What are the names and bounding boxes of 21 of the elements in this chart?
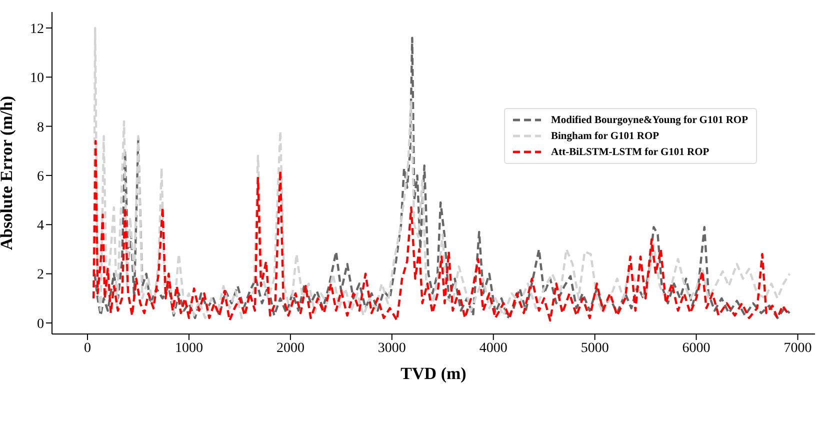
y-tick-label: 6 xyxy=(37,169,44,184)
x-tick-label: 5000 xyxy=(580,340,609,356)
x-tick-label: 6000 xyxy=(682,340,710,356)
y-tick-label: 4 xyxy=(37,218,44,234)
x-tick-label: 1000 xyxy=(174,340,203,356)
legend-label: Bingham for G101 ROP xyxy=(551,130,660,142)
x-tick-label: 4000 xyxy=(479,340,508,356)
x-tick-label: 2000 xyxy=(276,340,304,356)
x-tick-label: 7000 xyxy=(784,340,812,356)
x-axis-title: TVD (m) xyxy=(400,364,466,383)
x-tick-label: 0 xyxy=(84,340,92,356)
y-tick-label: 2 xyxy=(37,268,44,283)
y-axis-title: Absolute Error (m/h) xyxy=(0,96,16,250)
legend-label: Att-BiLSTM-LSTM for G101 ROP xyxy=(551,146,710,158)
y-tick-label: 0 xyxy=(37,316,44,332)
line-series xyxy=(92,140,789,322)
y-tick-label: 12 xyxy=(30,22,44,37)
x-tick-label: 3000 xyxy=(378,340,406,356)
legend-label: Modified Bourgoyne&Young for G101 ROP xyxy=(551,114,748,126)
y-tick-label: 8 xyxy=(37,120,44,136)
y-tick-label: 10 xyxy=(30,71,44,86)
